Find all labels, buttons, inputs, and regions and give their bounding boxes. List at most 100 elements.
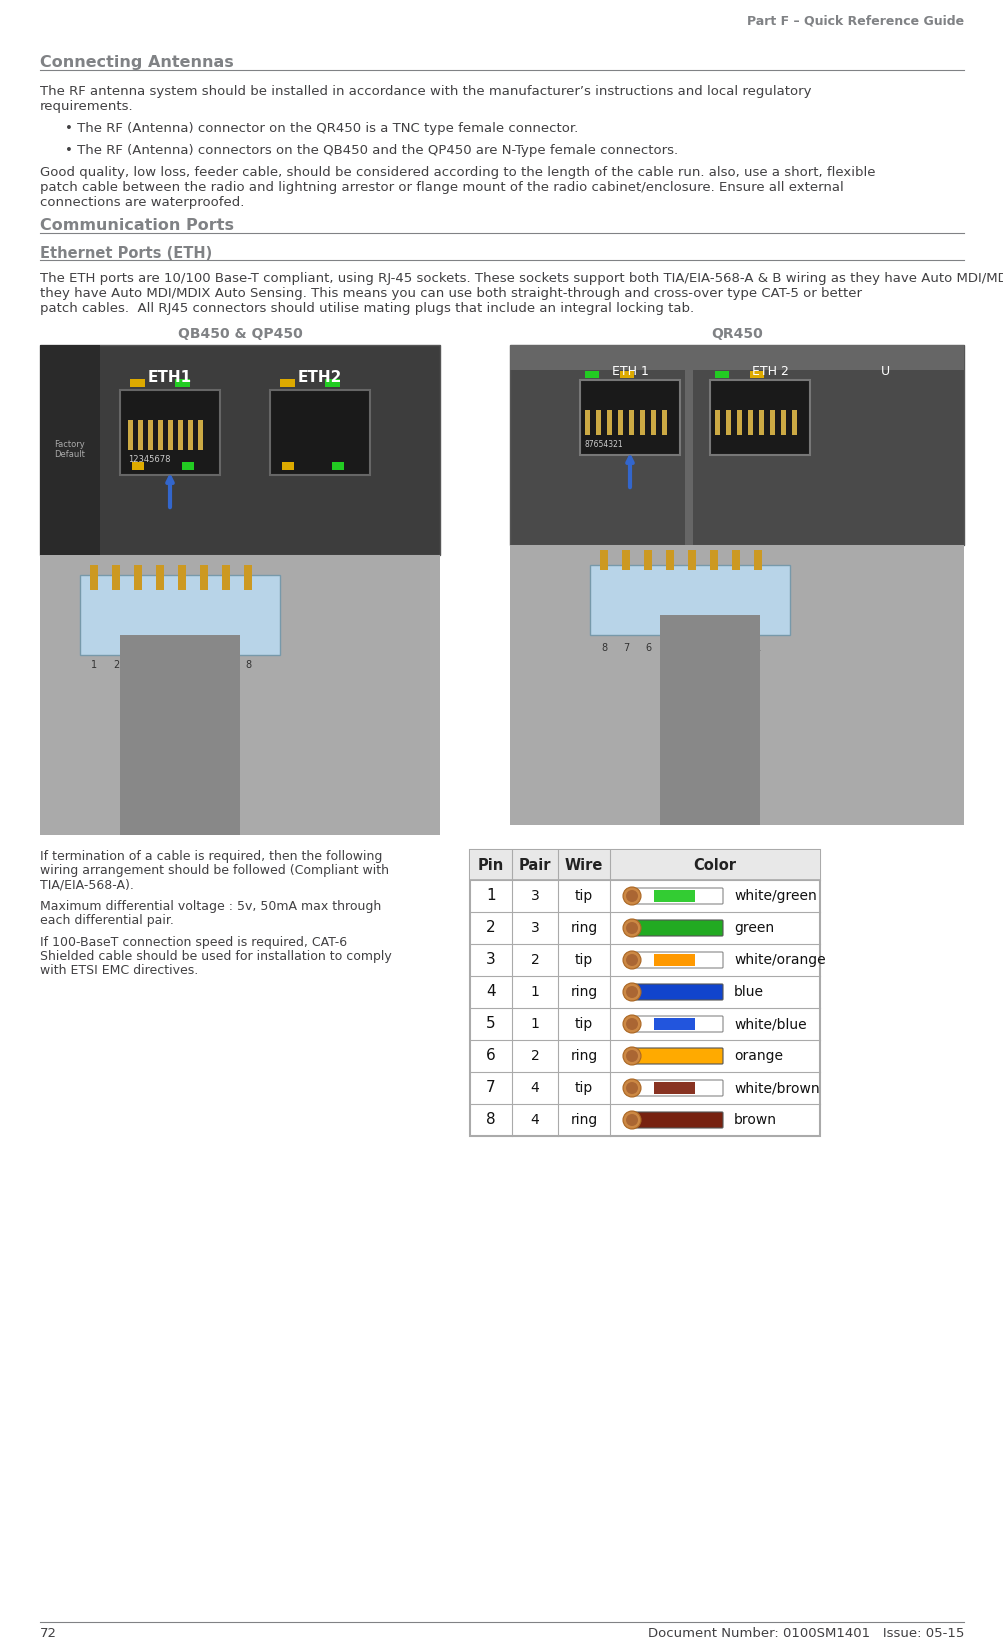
Text: • The RF (Antenna) connectors on the QB450 and the QP450 are N-Type female conne: • The RF (Antenna) connectors on the QB4…	[65, 144, 677, 157]
Text: Good quality, low loss, feeder cable, should be considered according to the leng: Good quality, low loss, feeder cable, sh…	[40, 165, 875, 178]
Text: 3: 3	[485, 953, 495, 967]
Text: blue: blue	[733, 985, 763, 999]
Bar	[133, 565, 141, 589]
Bar	[127, 421, 132, 450]
Ellipse shape	[623, 951, 640, 969]
Ellipse shape	[626, 1082, 637, 1094]
Text: 6: 6	[485, 1049, 495, 1064]
Bar	[654, 954, 694, 966]
FancyBboxPatch shape	[630, 1112, 722, 1128]
Bar	[147, 421, 152, 450]
Text: Ethernet Ports (ETH): Ethernet Ports (ETH)	[40, 246, 212, 260]
Ellipse shape	[623, 1015, 640, 1033]
Text: 3: 3	[531, 889, 539, 904]
Text: The RF antenna system should be installed in accordance with the manufacturer’s : The RF antenna system should be installe…	[40, 85, 810, 98]
Bar	[182, 462, 194, 470]
Text: Pair: Pair	[519, 858, 551, 873]
Text: 87654321: 87654321	[585, 440, 623, 449]
Bar	[753, 550, 761, 570]
Text: tip: tip	[575, 1080, 593, 1095]
Ellipse shape	[623, 1079, 640, 1097]
Ellipse shape	[623, 1048, 640, 1066]
Text: 4: 4	[485, 984, 495, 1000]
Text: they have Auto MDI/MDIX Auto Sensing. This means you can use both straight-throu: they have Auto MDI/MDIX Auto Sensing. Th…	[40, 286, 862, 300]
Bar	[112, 565, 120, 589]
Text: The ETH ports are 10/100 Base-T compliant, using RJ-45 sockets. These sockets su: The ETH ports are 10/100 Base-T complian…	[40, 272, 1003, 285]
Text: ETH 1: ETH 1	[611, 365, 648, 378]
Text: tip: tip	[575, 1017, 593, 1031]
Bar	[282, 462, 294, 470]
Text: Connecting Antennas: Connecting Antennas	[40, 56, 234, 70]
Text: QB450 & QP450: QB450 & QP450	[178, 327, 302, 340]
Text: 8: 8	[601, 643, 607, 653]
Text: If termination of a cable is required, then the following: If termination of a cable is required, t…	[40, 850, 382, 863]
Text: ring: ring	[570, 1113, 597, 1126]
Ellipse shape	[626, 1018, 637, 1030]
Text: Wire: Wire	[565, 858, 603, 873]
Text: 3: 3	[710, 643, 716, 653]
Bar	[510, 545, 963, 825]
Bar	[714, 372, 728, 378]
Text: 2: 2	[531, 1049, 539, 1062]
Text: each differential pair.: each differential pair.	[40, 913, 174, 927]
Bar	[244, 565, 252, 589]
Bar	[714, 409, 719, 435]
Bar	[709, 550, 717, 570]
Text: 8: 8	[485, 1113, 495, 1128]
Bar	[510, 345, 963, 545]
Text: tip: tip	[575, 953, 593, 967]
Text: Shielded cable should be used for installation to comply: Shielded cable should be used for instal…	[40, 949, 391, 963]
FancyBboxPatch shape	[630, 1048, 722, 1064]
Bar	[178, 421, 183, 450]
Ellipse shape	[626, 985, 637, 999]
Bar	[654, 1018, 694, 1030]
Bar	[736, 409, 741, 435]
Text: ETH2: ETH2	[298, 370, 342, 385]
Text: Pin: Pin	[477, 858, 504, 873]
Text: 7: 7	[485, 1080, 495, 1095]
Text: Color: Color	[693, 858, 736, 873]
Bar	[654, 891, 694, 902]
Bar	[639, 409, 644, 435]
Ellipse shape	[626, 922, 637, 935]
Bar	[620, 372, 633, 378]
Bar	[80, 575, 280, 655]
Bar	[654, 1082, 694, 1094]
Text: Factory: Factory	[54, 440, 85, 449]
Bar	[40, 345, 439, 555]
Bar	[709, 380, 809, 455]
Ellipse shape	[626, 1115, 637, 1126]
Text: 1: 1	[530, 985, 539, 999]
Bar	[580, 380, 679, 455]
Text: 6: 6	[201, 660, 207, 670]
FancyBboxPatch shape	[630, 887, 722, 904]
Bar	[120, 635, 240, 835]
Text: Maximum differential voltage : 5v, 50mA max through: Maximum differential voltage : 5v, 50mA …	[40, 900, 381, 913]
Bar	[280, 380, 295, 386]
Text: white/orange: white/orange	[733, 953, 824, 967]
Text: tip: tip	[575, 889, 593, 904]
Text: 1: 1	[530, 1017, 539, 1031]
Text: connections are waterproofed.: connections are waterproofed.	[40, 196, 244, 210]
Text: 7: 7	[622, 643, 629, 653]
Bar	[157, 421, 162, 450]
Text: Document Number: 0100SM1401   Issue: 05-15: Document Number: 0100SM1401 Issue: 05-15	[647, 1627, 963, 1637]
Text: If 100-BaseT connection speed is required, CAT-6: If 100-BaseT connection speed is require…	[40, 936, 347, 949]
Bar	[665, 550, 673, 570]
Text: ETH1: ETH1	[147, 370, 192, 385]
Bar	[780, 409, 785, 435]
Text: 5: 5	[485, 1017, 495, 1031]
Bar	[590, 565, 789, 635]
Text: 1: 1	[754, 643, 760, 653]
Bar	[325, 380, 340, 386]
Bar	[661, 409, 666, 435]
Text: 2: 2	[112, 660, 119, 670]
Bar	[687, 550, 695, 570]
Bar	[607, 409, 612, 435]
Text: 4: 4	[531, 1080, 539, 1095]
Bar	[168, 421, 173, 450]
Text: 4: 4	[156, 660, 162, 670]
Bar	[40, 345, 100, 555]
Bar	[596, 409, 601, 435]
FancyBboxPatch shape	[630, 984, 722, 1000]
